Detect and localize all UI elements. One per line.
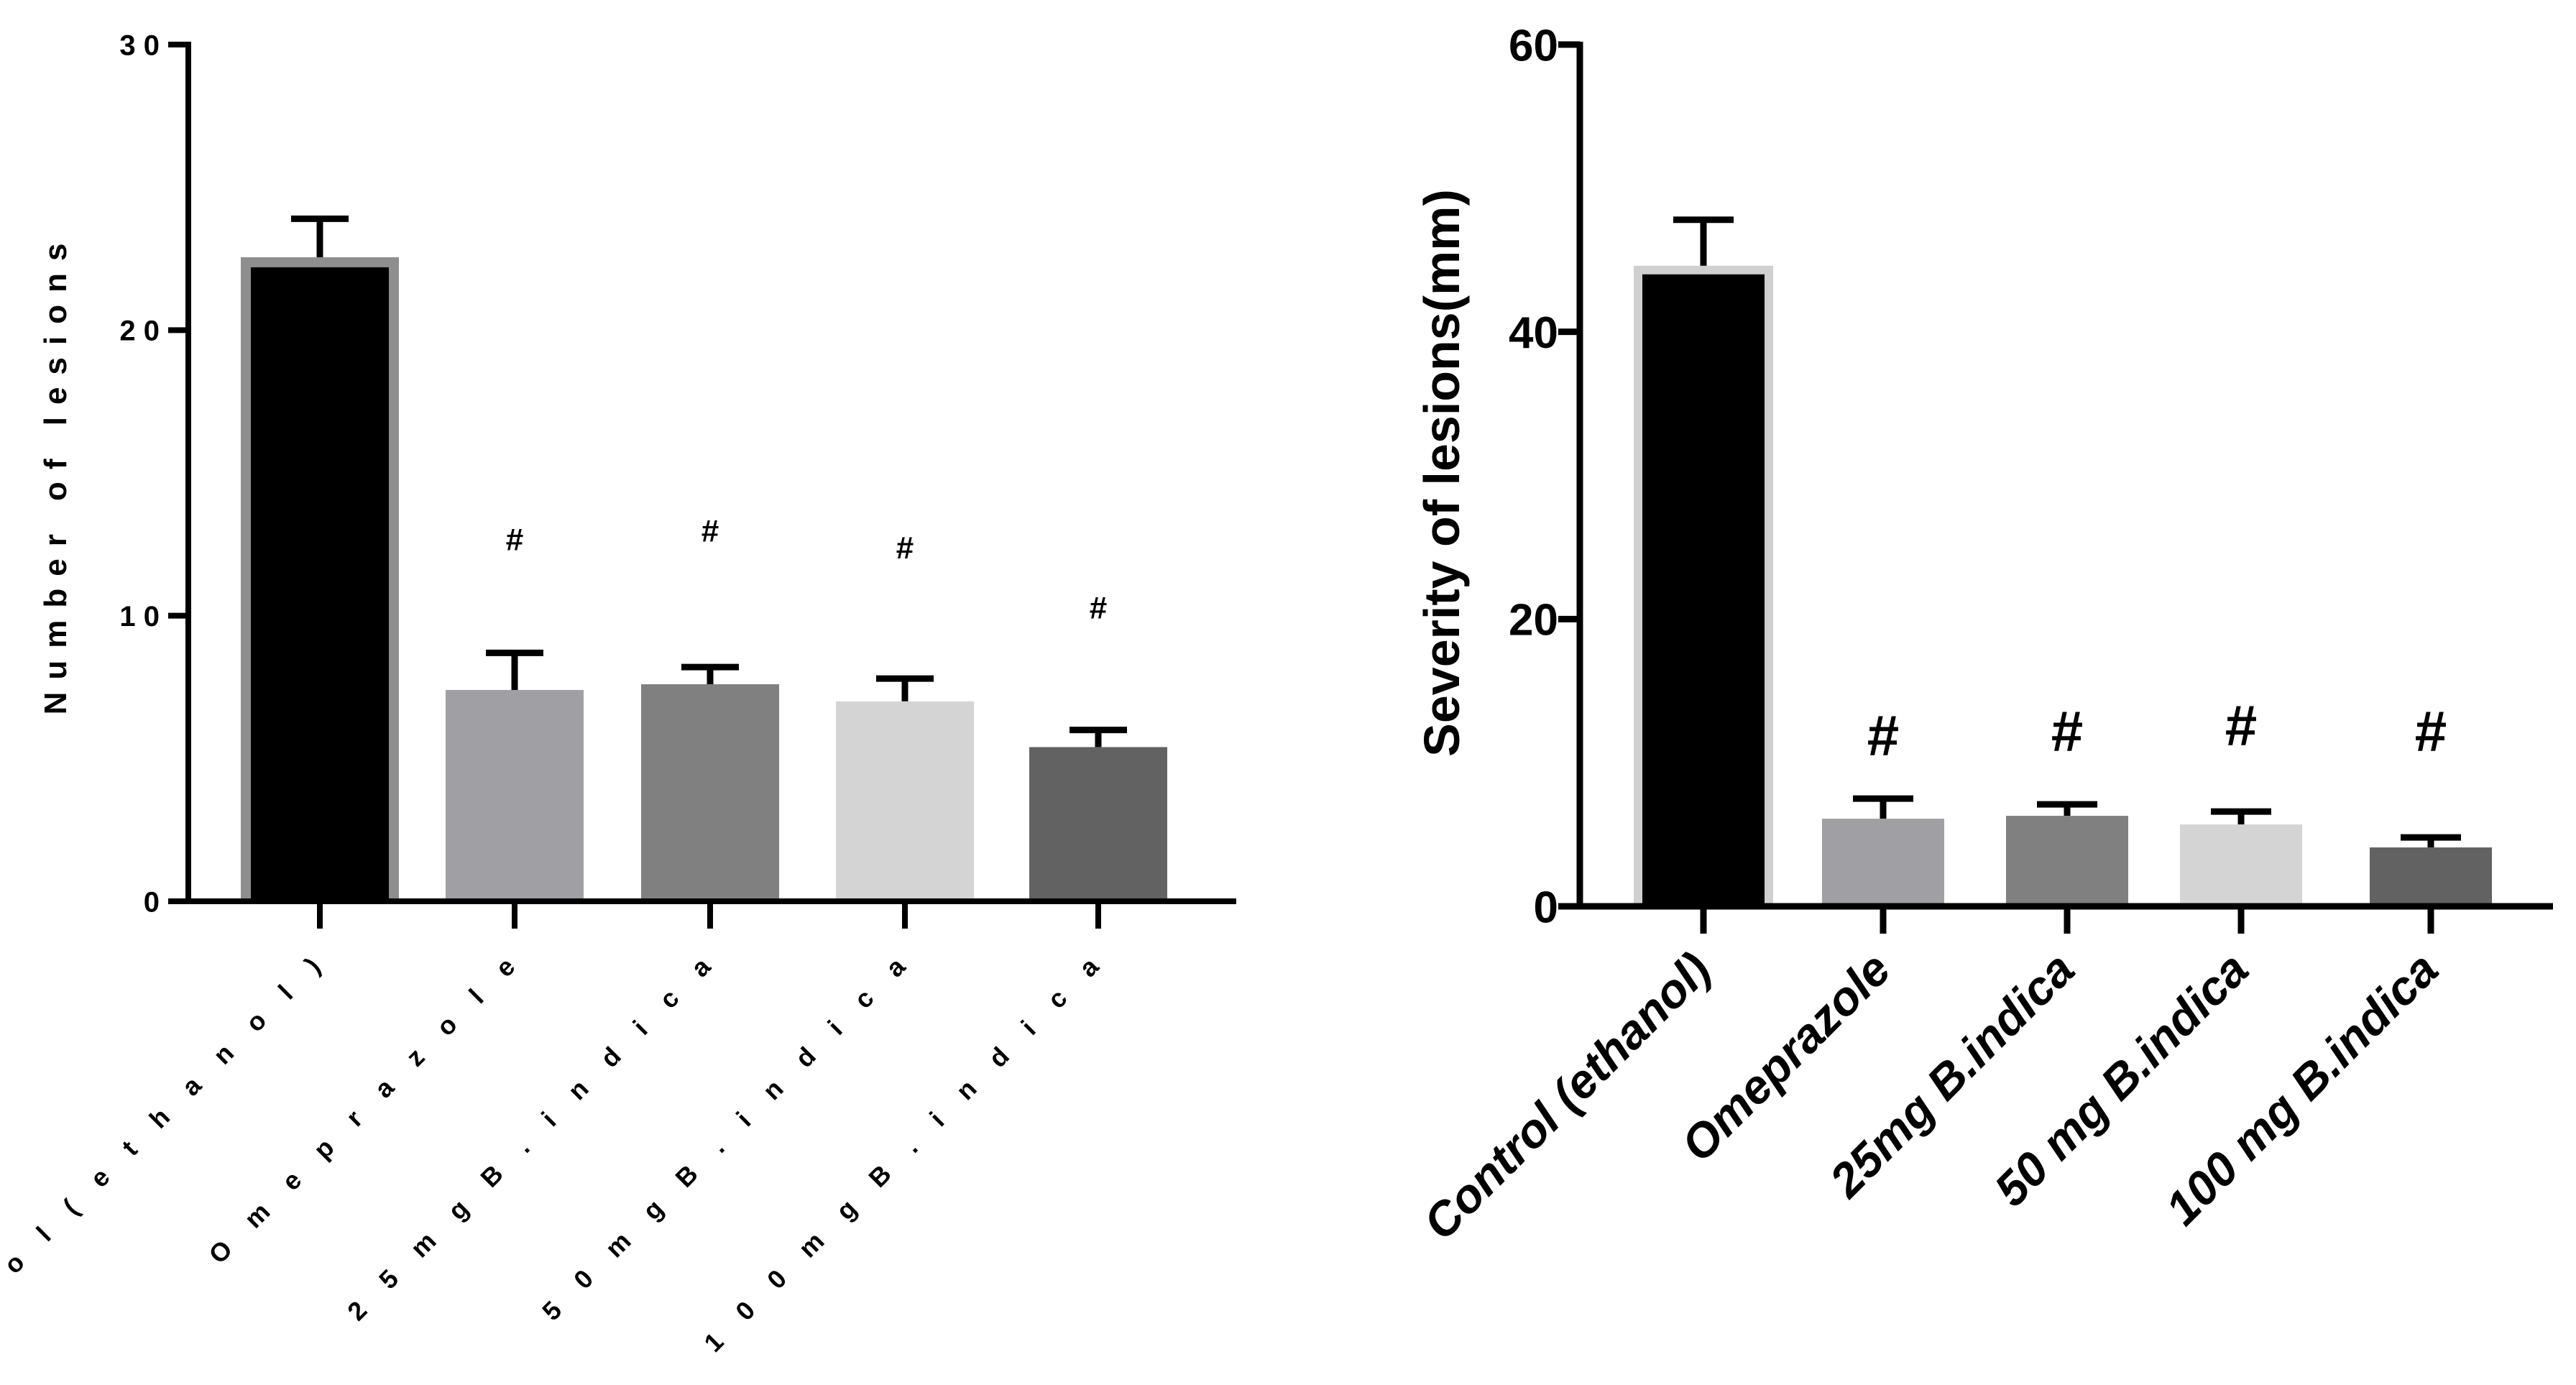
- bar-0: [1642, 274, 1765, 906]
- significance-marker-2: #: [2051, 699, 2084, 763]
- y-axis-title: Severity of lesions(mm): [1414, 189, 1470, 757]
- significance-marker-1: #: [1867, 704, 1900, 768]
- category-label-3: 5 0 m g B . i n d i c a: [536, 944, 919, 1327]
- significance-marker-4: #: [1090, 591, 1107, 626]
- category-label-2: 2 5 m g B . i n d i c a: [341, 944, 724, 1327]
- bar-4: [1029, 747, 1167, 901]
- bar-1: [446, 689, 584, 901]
- category-label-0: C o n t r o l ( e t h a n o l ): [0, 944, 334, 1385]
- significance-marker-4: #: [2415, 699, 2447, 763]
- significance-marker-2: #: [702, 513, 719, 548]
- significance-marker-1: #: [506, 522, 523, 557]
- y-tick-label-2: 2 0: [119, 316, 160, 347]
- category-label-1: O m e p r a z o l e: [203, 944, 528, 1269]
- bar-2: [2006, 816, 2128, 906]
- significance-marker-3: #: [896, 530, 914, 566]
- y-tick-label-3: 3 0: [119, 29, 160, 61]
- y-axis-title: Number of lesions: [38, 231, 73, 715]
- bar-3: [2180, 824, 2302, 906]
- bar-0: [251, 267, 389, 901]
- category-label-4: 1 0 0 m g B . i n d i c a: [698, 944, 1112, 1358]
- y-tick-label-0: 0: [1534, 883, 1558, 932]
- y-tick-label-3: 60: [1509, 21, 1558, 70]
- y-tick-label-0: 0: [144, 886, 160, 918]
- bar-4: [2370, 847, 2492, 906]
- bar-3: [836, 701, 974, 901]
- chart-number-of-lesions: # # # #0 1 0 2 0 3 0 C o n t r o l ( e t h a n …: [0, 29, 1236, 1385]
- bar-2: [641, 684, 779, 901]
- y-tick-label-2: 40: [1509, 308, 1558, 358]
- category-label-0: Control (ethanol): [1413, 942, 1721, 1250]
- y-tick-label-1: 1 0: [119, 601, 160, 632]
- y-tick-label-1: 20: [1509, 596, 1558, 645]
- bar-1: [1822, 819, 1944, 906]
- significance-marker-3: #: [2225, 694, 2258, 758]
